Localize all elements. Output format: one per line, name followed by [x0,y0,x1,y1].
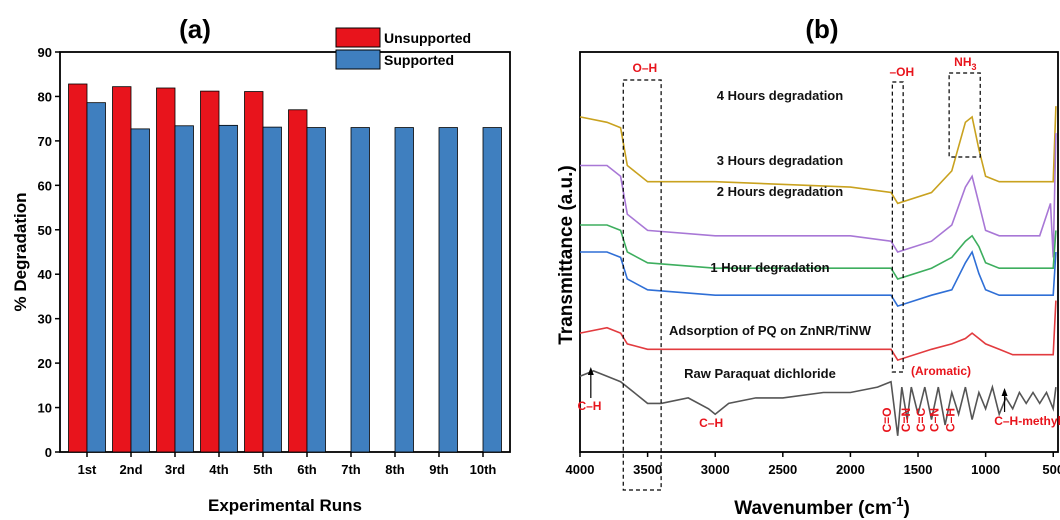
annotation-nh3-subscript: 3 [972,62,977,72]
y-axis-label-a: % Degradation [11,192,30,311]
legend-swatch-unsupported [335,27,381,48]
bar-supported-10th [482,127,502,453]
plot-frame-b [579,51,1059,453]
spectrum-label-2: 2 Hours degradation [717,184,843,199]
bar-unsupported-6th [288,109,308,453]
bar-supported-6th [306,127,326,453]
x-tick-label: 7th [341,462,361,477]
spectrum-label-0: 4 Hours degradation [717,88,843,103]
x-tick-label: 3rd [165,462,185,477]
spectrum-label-5: Raw Paraquat dichloride [684,366,836,381]
bar-supported-1st [86,102,106,453]
spectrum-label-1: 3 Hours degradation [717,153,843,168]
annotation-oh: O–H [633,61,658,75]
legend-label-supported: Supported [384,52,454,68]
legend-swatch-supported [335,49,381,70]
x-tick-label: 3000 [701,462,730,477]
nh3-dashed-box [948,72,981,158]
y-tick-label: 50 [38,223,52,238]
bar-supported-8th [394,127,414,453]
y-tick-label: 40 [38,267,52,282]
spectrum-line-5 [579,370,1057,436]
x-axis-label-close: ) [903,498,909,519]
annotation-hydroxyl: –OH [889,65,914,79]
annotation-cc: C=C [914,407,928,432]
annotation-methyl-arrowhead [1001,388,1008,396]
y-tick-label: 90 [38,45,52,60]
x-tick-label: 2nd [119,462,142,477]
spectrum-label-4: Adsorption of PQ on ZnNR/TiNW [669,323,872,338]
oh2-dashed-box [891,81,904,373]
y-tick-label: 30 [38,312,52,327]
plot-frame-a [59,51,511,453]
spectrum-line-2 [580,224,1057,280]
x-tick-label: 500 [1042,462,1060,477]
annotation-aromatic: (Aromatic) [911,364,971,378]
annotation-c-n: C–N [927,408,941,432]
bar-supported-4th [218,124,238,453]
annotation-co: C=O [880,407,894,432]
x-tick-label: 1000 [971,462,1000,477]
bar-supported-7th [350,127,370,453]
bar-supported-9th [438,127,458,453]
x-tick-label: 9th [429,462,449,477]
bar-unsupported-2nd [112,86,132,453]
x-tick-label: 5th [253,462,273,477]
bar-supported-2nd [130,128,150,453]
spectrum-label-3: 1 Hour degradation [710,260,829,275]
bar-supported-5th [262,126,282,453]
bar-unsupported-4th [200,90,220,453]
x-tick-label: 10th [470,462,497,477]
bar-unsupported-1st [68,83,88,453]
annotation-cn: C=N [899,408,913,432]
annotation-nh3: NH3 [954,55,976,72]
spectrum-line-1 [580,133,1057,258]
bar-unsupported-3rd [156,87,176,453]
y-axis-label-b: Transmittance (a.u.) [556,165,577,345]
x-tick-label: 4th [209,462,229,477]
panel-b-ftir-spectra: (b) 4000 3500 3000 2500 2000 1500 1000 500 Wavenu… [556,14,1060,519]
panel-a-title: (a) [179,14,211,44]
panel-a-bar-chart: (a) 0 10 20 30 40 50 60 70 80 90 1st 2nd 3rd 4th 5th 6th… [11,14,511,515]
x-tick-label: 2500 [768,462,797,477]
y-tick-label: 60 [38,178,52,193]
x-tick-label: 3500 [633,462,662,477]
x-tick-label: 2000 [836,462,865,477]
bar-supported-3rd [174,125,194,453]
x-axis-label-text: Wavenumber (cm [734,498,892,519]
panel-b-title: (b) [805,14,838,44]
annotation-ch-methyl: C–H-methyl [994,414,1060,428]
annotation-ch-left-arrowhead [587,367,594,375]
oh-dashed-box [622,79,662,491]
annotation-ch-mid: C–H [699,416,723,430]
spectrum-line-3 [580,250,1057,308]
x-tick-label: 6th [297,462,317,477]
x-axis-label-superscript: -1 [892,494,904,509]
legend-label-unsupported: Unsupported [384,30,471,46]
y-tick-label: 80 [38,89,52,104]
annotation-ch-left: C–H [577,399,601,413]
y-tick-label: 20 [38,356,52,371]
x-tick-label: 1500 [904,462,933,477]
bar-unsupported-5th [244,91,264,453]
x-tick-label: 1st [78,462,97,477]
x-tick-label: 4000 [566,462,595,477]
x-tick-label: 8th [385,462,405,477]
y-tick-label: 10 [38,401,52,416]
x-axis-label-b: Wavenumber (cm-1) [734,494,910,519]
y-tick-label: 0 [45,445,52,460]
annotation-ch-vertical: C–H [944,408,958,432]
y-tick-label: 70 [38,134,52,149]
spectrum-line-0 [579,106,1057,205]
spectrum-line-4 [579,300,1057,362]
annotation-nh3-base: NH [954,55,971,69]
x-axis-label-a: Experimental Runs [208,496,362,515]
